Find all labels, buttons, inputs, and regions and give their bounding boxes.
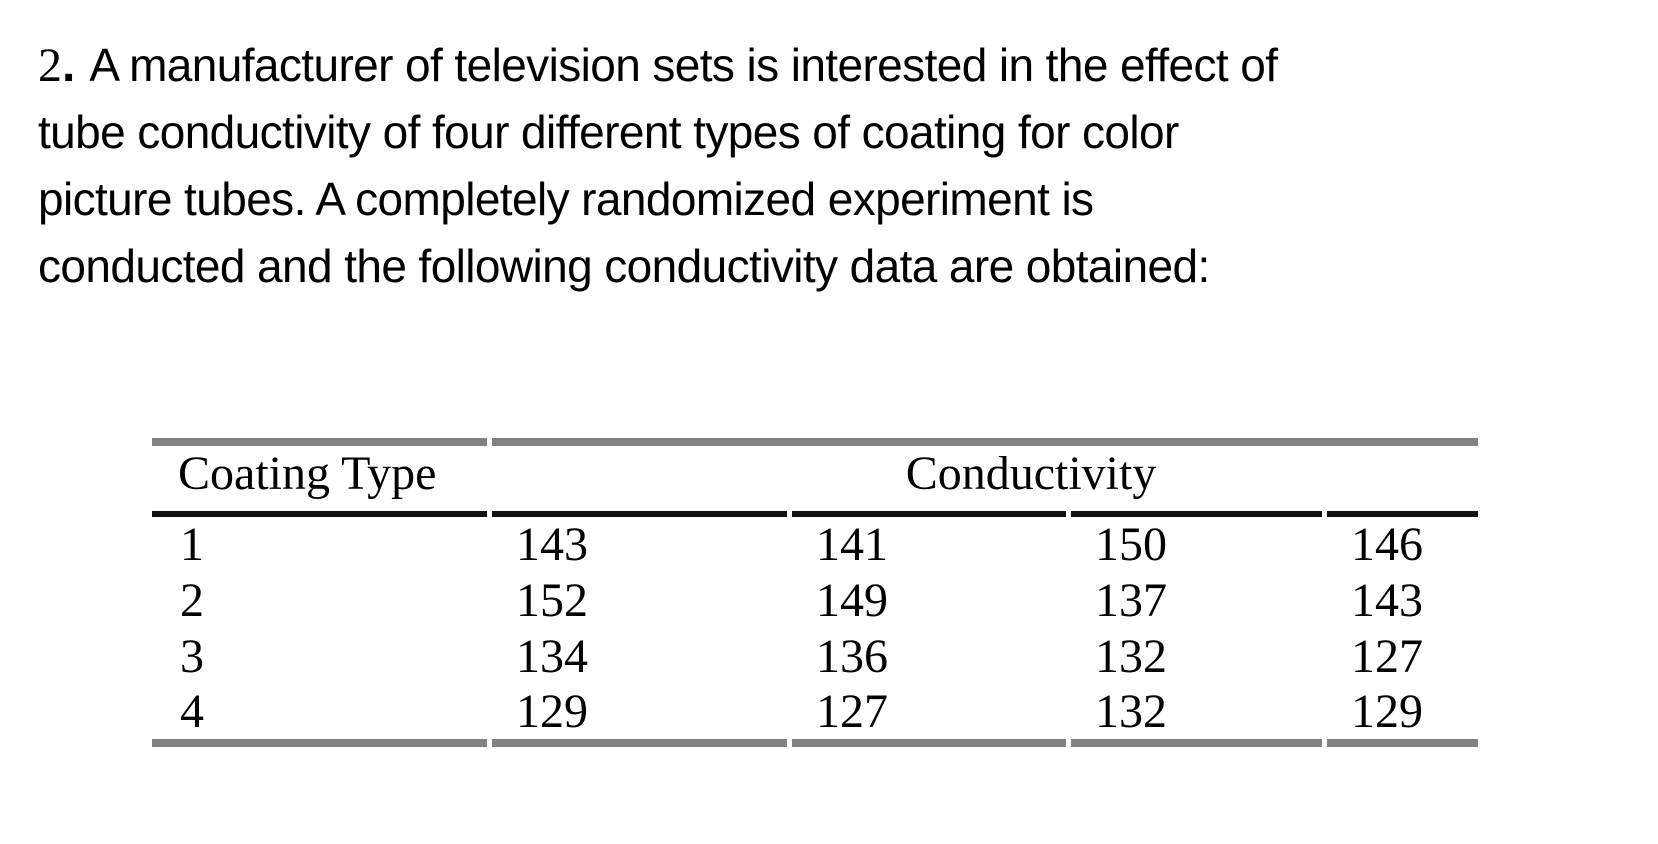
conductivity-cell: 143 — [1351, 573, 1423, 627]
problem-text-line-4: conducted and the following conductivity… — [38, 240, 1210, 292]
conductivity-cell: 150 — [1071, 511, 1322, 572]
problem-number-separator: . — [62, 39, 76, 92]
conductivity-cell: 132 — [1071, 684, 1322, 747]
conductivity-cell: 127 — [1351, 629, 1423, 683]
coating-type-cell: 4 — [152, 684, 487, 747]
coating-type-cell: 3 — [180, 629, 204, 683]
column-header-coating-type: Coating Type — [152, 438, 487, 511]
conductivity-cell: 132 — [1095, 629, 1167, 683]
conductivity-cell: 149 — [816, 573, 888, 627]
problem-text-line-2: tube conductivity of four different type… — [38, 106, 1179, 158]
problem-number: 2 — [38, 39, 62, 92]
problem-line: picture tubes. A completely randomized e… — [38, 166, 1277, 233]
conductivity-cell: 152 — [516, 573, 588, 627]
problem-line: 2. A manufacturer of television sets is i… — [38, 32, 1278, 99]
conductivity-cell: 137 — [1095, 573, 1167, 627]
conductivity-cell: 129 — [492, 684, 787, 747]
table-row: 4 129 127 132 129 — [152, 684, 1479, 747]
conductivity-table: Coating Type Conductivity 1 143 141 150 … — [147, 438, 1483, 747]
conductivity-cell: 141 — [792, 511, 1066, 572]
table-row: 2 152 149 137 143 — [152, 572, 1478, 628]
coating-type-cell: 2 — [180, 573, 204, 627]
table-row: 3 134 136 132 127 — [152, 628, 1478, 684]
conductivity-cell: 134 — [516, 629, 588, 683]
conductivity-cell: 143 — [492, 511, 787, 572]
problem-text-line-1: A manufacturer of television sets is int… — [89, 39, 1278, 91]
problem-line: conducted and the following conductivity… — [38, 233, 1277, 300]
conductivity-cell: 146 — [1327, 511, 1479, 572]
table-row: 1 143 141 150 146 — [152, 511, 1479, 572]
problem-line: tube conductivity of four different type… — [38, 99, 1277, 166]
conductivity-cell: 127 — [792, 684, 1066, 747]
table-header-row: Coating Type Conductivity — [152, 438, 1479, 511]
conductivity-cell: 129 — [1327, 684, 1479, 747]
column-header-conductivity: Conductivity — [492, 438, 1479, 511]
problem-text-line-3: picture tubes. A completely randomized e… — [38, 173, 1094, 225]
coating-type-cell: 1 — [152, 511, 487, 572]
problem-statement: 2. A manufacturer of television sets is i… — [38, 32, 1278, 300]
conductivity-cell: 136 — [816, 629, 888, 683]
